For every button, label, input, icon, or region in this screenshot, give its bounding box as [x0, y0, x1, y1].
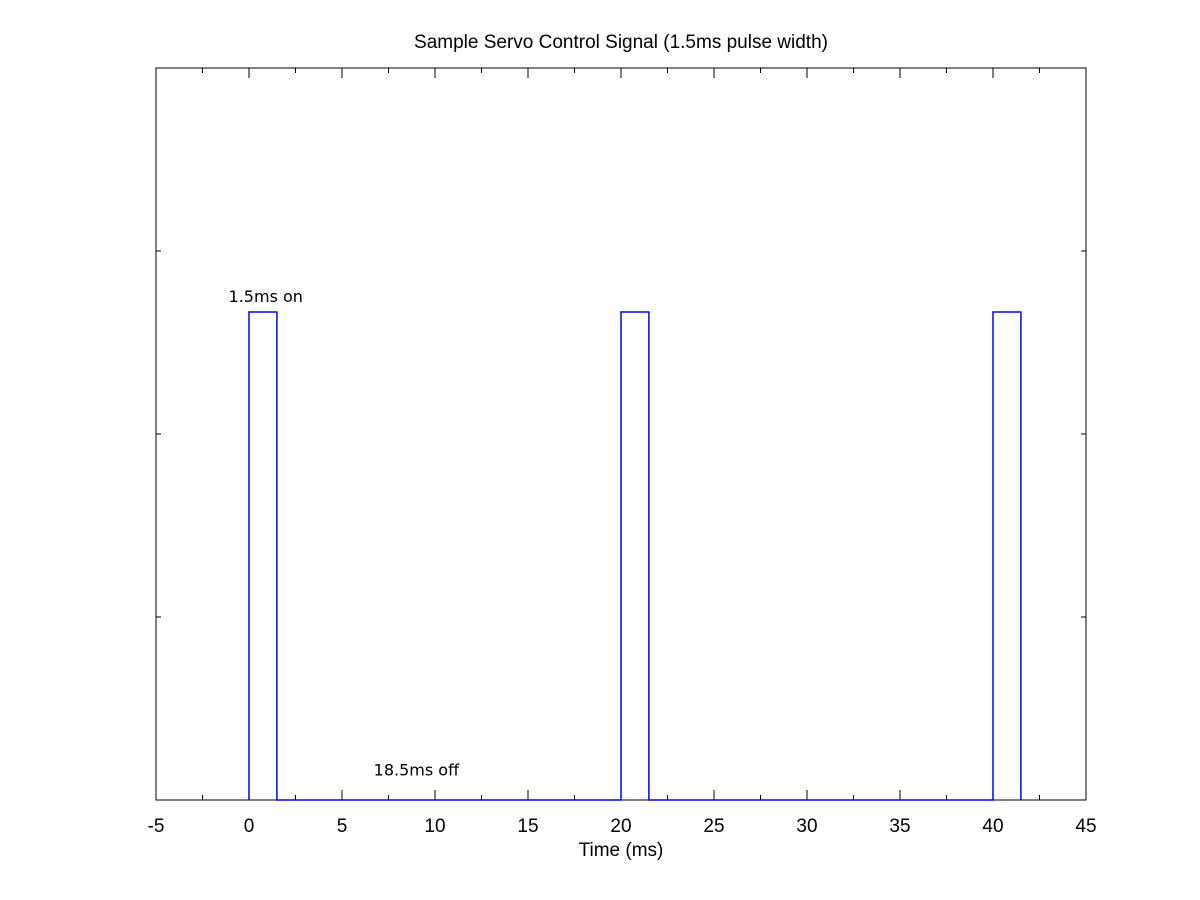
x-tick-label: 5	[337, 816, 348, 837]
x-axis-ticks	[155, 68, 1087, 800]
signal-series-0	[248, 311, 1022, 801]
annotation-layer: 1.5ms on 18.5ms off	[229, 287, 461, 779]
annotation-label: 18.5ms off	[374, 761, 460, 780]
x-tick-label: 30	[796, 816, 817, 837]
x-tick-label: 40	[982, 816, 1003, 837]
x-tick-label: 10	[424, 816, 445, 837]
x-tick-label: 35	[889, 816, 910, 837]
x-tick-label: 0	[244, 816, 255, 837]
x-tick-label: 15	[517, 816, 538, 837]
x-tick-label: 25	[703, 816, 724, 837]
x-tick-label: 45	[1075, 816, 1096, 837]
signal-layer	[248, 311, 1022, 801]
x-tick-label: 20	[610, 816, 631, 837]
x-axis-tick-labels: -5 0 5 10 15 20 25 30 35 40 45	[148, 816, 1097, 837]
x-tick-label: -5	[148, 816, 165, 837]
annotation-label: 1.5ms on	[229, 287, 303, 306]
chart-title: Sample Servo Control Signal (1.5ms pulse…	[414, 32, 828, 53]
x-axis-label: Time (ms)	[579, 840, 664, 861]
